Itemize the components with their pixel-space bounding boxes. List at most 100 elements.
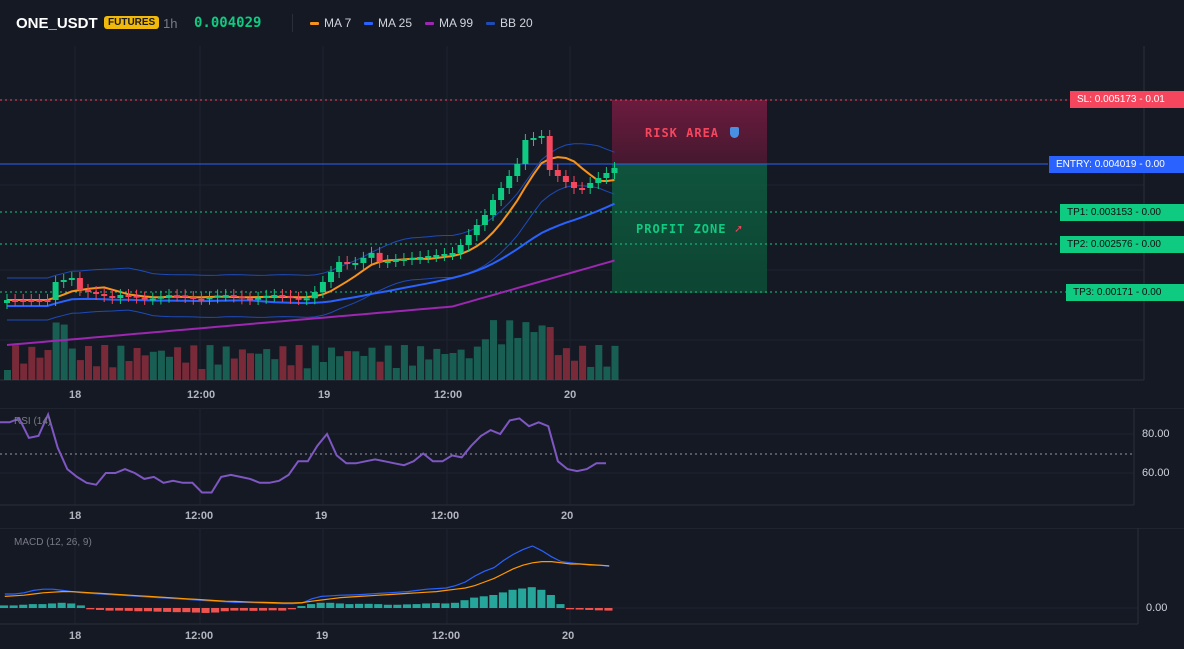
volume-bar — [465, 358, 473, 380]
candle-body — [4, 300, 10, 303]
candle-body — [133, 295, 140, 298]
volume-bar — [198, 368, 206, 380]
sl-level-tag[interactable]: SL: 0.005173 - 0.01 — [1070, 91, 1184, 108]
ma25-line — [7, 202, 615, 307]
entry-level-tag[interactable]: ENTRY: 0.004019 - 0.00 — [1049, 156, 1184, 173]
risk-area-text: RISK AREA — [645, 126, 720, 140]
tp2-level-tag[interactable]: TP2: 0.002576 - 0.00 — [1060, 236, 1184, 253]
rsi-title: RSI (14) — [14, 416, 52, 427]
symbol-label[interactable]: ONE_USDT — [16, 15, 98, 32]
volume-bar — [190, 345, 198, 380]
candle-body — [76, 278, 83, 290]
macd-hist-bar — [537, 589, 546, 608]
volume-bar — [60, 324, 68, 380]
legend-bb20[interactable]: BB 20 — [486, 16, 533, 30]
volume-bar — [554, 355, 562, 380]
macd-hist-bar — [604, 608, 613, 611]
macd-time-18: 18 — [69, 630, 82, 642]
macd-hist-bar — [9, 605, 18, 608]
rsi-pane[interactable] — [0, 408, 1184, 528]
macd-hist-bar — [239, 608, 248, 611]
candle-body — [20, 300, 27, 302]
volume-bar — [247, 353, 254, 380]
tp1-level-tag[interactable]: TP1: 0.003153 - 0.00 — [1060, 204, 1184, 221]
candle-body — [344, 262, 351, 264]
candle-body — [514, 164, 521, 176]
volume-bar — [4, 370, 11, 380]
volume-bar — [603, 366, 611, 380]
ma25-swatch-icon — [364, 21, 373, 25]
candle-body — [376, 252, 383, 262]
time-label-19: 19 — [318, 389, 331, 401]
macd-hist-bar — [470, 597, 479, 608]
macd-pane[interactable] — [0, 528, 1184, 649]
macd-hist-bar — [450, 602, 459, 608]
macd-hist-bar — [230, 608, 239, 611]
candle-body — [279, 295, 286, 298]
tp3-level-tag[interactable]: TP3: 0.00171 - 0.00 — [1066, 284, 1184, 301]
macd-hist-bar — [402, 604, 411, 608]
volume-bar — [255, 353, 263, 380]
volume-bar — [441, 354, 449, 380]
candle-body — [271, 295, 278, 298]
timeframe-label[interactable]: 1h — [163, 16, 178, 31]
volume-bar — [222, 346, 230, 380]
macd-hist-bar — [585, 608, 594, 610]
macd-hist-bar — [575, 608, 584, 610]
candle-body — [400, 259, 407, 261]
volume-bar — [352, 351, 360, 380]
volume-bar — [125, 361, 133, 380]
macd-hist-bar — [259, 608, 268, 611]
ma7-swatch-icon — [310, 21, 319, 25]
candle-body — [498, 188, 505, 200]
candle-body — [562, 176, 569, 182]
legend-ma25-label: MA 25 — [378, 16, 413, 30]
volume-bar — [546, 327, 554, 380]
macd-hist-bar — [412, 604, 421, 608]
volume-bar — [214, 364, 222, 380]
rsi-tick-80: 80.00 — [1142, 428, 1170, 440]
profit-zone-text: PROFIT ZONE — [636, 222, 727, 236]
candle-body — [101, 294, 108, 296]
volume-bar — [295, 345, 303, 380]
header-divider — [292, 14, 293, 32]
macd-hist-bar — [441, 603, 450, 608]
legend-ma99[interactable]: MA 99 — [425, 16, 473, 30]
macd-hist-bar — [201, 608, 210, 613]
volume-bar — [238, 349, 246, 380]
moving-averages — [6, 156, 615, 346]
legend-ma25[interactable]: MA 25 — [364, 16, 412, 30]
volume-bar — [611, 345, 619, 380]
candle-body — [490, 200, 496, 215]
macd-hist-bar — [0, 605, 9, 608]
ma99-line — [6, 259, 615, 346]
macd-hist-bar — [115, 608, 124, 611]
volume-bar — [562, 348, 570, 380]
volume-bar — [93, 366, 101, 380]
volume-bar — [230, 358, 238, 380]
volume-bar — [328, 347, 335, 380]
candlesticks — [4, 130, 618, 309]
macd-hist-bar — [431, 603, 440, 608]
price-chart[interactable] — [0, 46, 1184, 408]
candle-body — [336, 262, 343, 272]
macd-time-20: 20 — [562, 630, 575, 642]
macd-hist-bar — [508, 589, 517, 608]
macd-hist-bar — [211, 608, 220, 613]
volume-bar — [587, 366, 595, 380]
macd-hist-bar — [546, 595, 555, 608]
rocket-icon: ➚ — [734, 222, 743, 236]
candle-body — [28, 300, 35, 302]
candle-body — [384, 261, 391, 263]
risk-area-label: RISK AREA — [645, 126, 740, 140]
macd-tick-0: 0.00 — [1146, 602, 1168, 614]
volume-bar — [52, 322, 60, 380]
legend-ma7[interactable]: MA 7 — [310, 16, 351, 30]
volume-bar — [44, 350, 52, 380]
macd-hist-bar — [191, 608, 200, 613]
candle-body — [117, 295, 124, 298]
volume-bar — [28, 346, 36, 380]
candle-body — [328, 272, 334, 282]
macd-hist-bar — [28, 604, 37, 608]
candle-body — [12, 300, 19, 302]
